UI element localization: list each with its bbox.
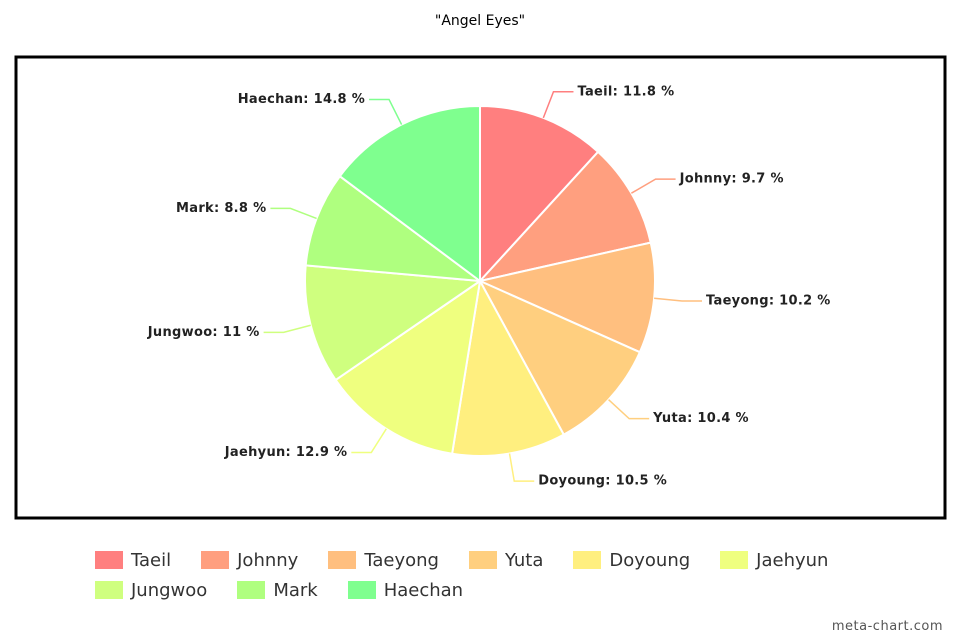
legend-swatch: [347, 581, 376, 599]
legend-swatch: [328, 551, 357, 569]
chart-title: "Angel Eyes": [435, 13, 525, 29]
pie-slice: [476, 241, 656, 354]
legend-item: Jungwoo: [95, 575, 207, 605]
data-label: Jaehyun: 12.9 %: [224, 445, 348, 460]
pie-slice: [450, 277, 566, 457]
legend-item: Jaehyun: [720, 545, 828, 575]
legend: Taeil Johnny Taeyong Yuta Doyoung Jaehyun Jung…: [95, 545, 885, 605]
leader-line: [508, 453, 535, 482]
legend-swatch: [95, 581, 123, 599]
data-label: Taeil: 11.8 %: [577, 84, 674, 99]
pie-slice: [338, 104, 481, 283]
data-label: Johnny: 9.7 %: [679, 172, 784, 187]
legend-swatch: [95, 551, 123, 569]
leader-line: [270, 207, 317, 220]
legend-item: Taeyong: [328, 545, 439, 575]
legend-label: Yuta: [504, 549, 544, 571]
plot-frame: [14, 55, 947, 520]
legend-label: Johnny: [237, 549, 299, 571]
legend-label: Doyoung: [609, 549, 691, 571]
data-label: Yuta: 10.4 %: [652, 411, 749, 426]
legend-label: Haechan: [383, 579, 464, 601]
pie-slice: [304, 174, 484, 283]
legend-label: Taeil: [131, 549, 172, 571]
pie-slice: [477, 278, 642, 437]
leader-line: [263, 324, 311, 334]
legend-swatch: [237, 581, 266, 599]
pie-slice: [304, 264, 483, 382]
leader-line: [608, 399, 650, 420]
data-label: Taeyong: 10.2 %: [706, 294, 831, 309]
legend-item: Doyoung: [573, 545, 690, 575]
legend-swatch: [468, 551, 497, 569]
legend-item: Yuta: [468, 545, 544, 575]
leader-line: [369, 98, 403, 125]
legend-label: Taeyong: [364, 549, 439, 571]
data-label: Doyoung: 10.5 %: [538, 474, 667, 489]
leader-line: [654, 297, 703, 302]
pie-slice: [334, 278, 482, 455]
legend-label: Mark: [273, 579, 318, 601]
data-label: Jungwoo: 11 %: [147, 325, 260, 340]
legend-label: Jungwoo: [131, 579, 208, 601]
legend-swatch: [720, 551, 749, 569]
legend-item: Taeil: [95, 545, 171, 575]
leader-line: [351, 428, 387, 454]
data-label: Haechan: 14.8 %: [238, 92, 365, 107]
legend-item: Haechan: [347, 575, 464, 605]
leader-line: [542, 91, 574, 119]
legend-swatch: [573, 551, 602, 569]
legend-item: Mark: [237, 575, 318, 605]
data-label: Mark: 8.8 %: [176, 201, 266, 216]
watermark: meta-chart.com: [831, 619, 943, 634]
legend-item: Johnny: [201, 545, 298, 575]
leader-line: [630, 178, 676, 194]
legend-label: Jaehyun: [756, 549, 829, 571]
legend-swatch: [201, 551, 230, 569]
